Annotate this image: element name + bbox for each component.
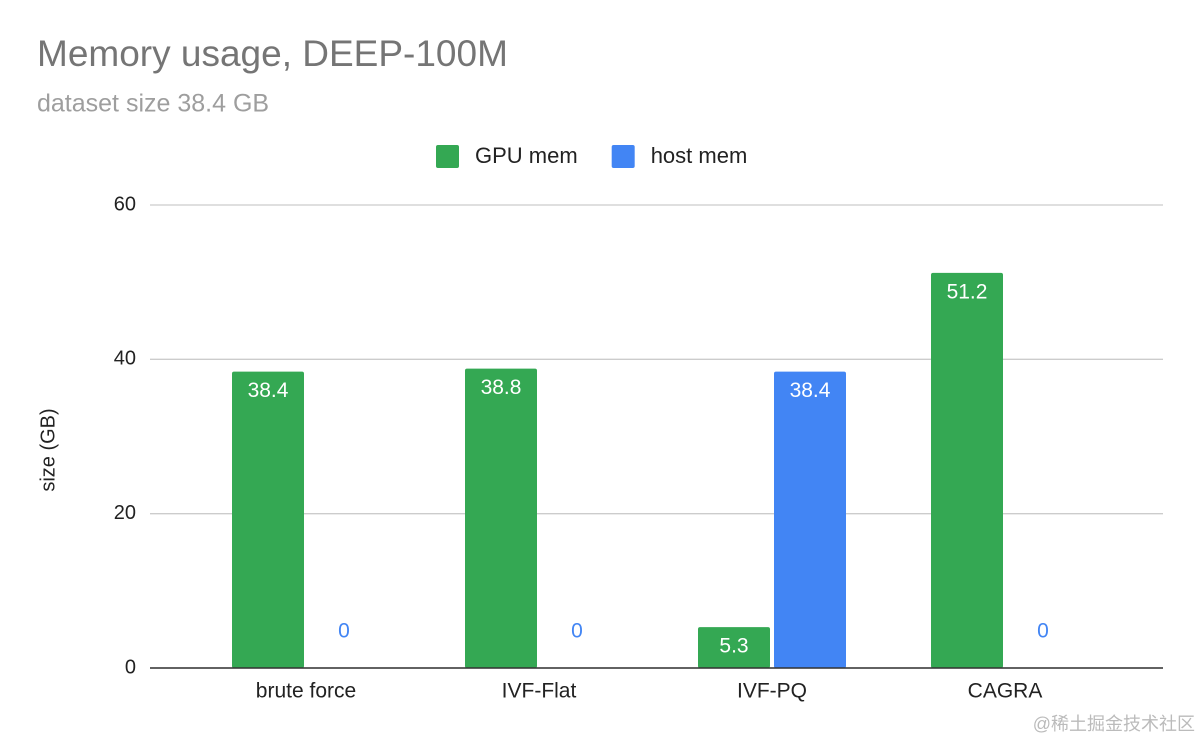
chart-title: Memory usage, DEEP-100M [37,33,508,74]
legend-swatch [611,145,635,168]
bar [465,368,537,668]
legend-label: host mem [651,143,748,168]
value-label: 0 [571,620,583,643]
y-tick-label: 40 [114,348,136,370]
value-label: 51.2 [947,280,988,303]
legend-label: GPU mem [475,143,578,168]
bar [931,272,1003,668]
value-label: 0 [1037,620,1049,643]
x-tick-label: IVF-Flat [502,680,577,703]
y-tick-label: 60 [114,193,136,215]
bar [698,627,770,668]
x-tick-label: brute force [256,680,356,703]
x-tick-label: CAGRA [968,680,1043,703]
value-label: 0 [338,620,350,643]
chart-subtitle: dataset size 38.4 GB [37,90,269,118]
y-tick-label: 20 [114,502,136,524]
x-tick-label: IVF-PQ [737,680,807,703]
value-label: 38.4 [790,379,831,402]
watermark: @稀土掘金技术社区 [1033,714,1195,734]
bar [774,371,846,668]
value-label: 38.4 [248,379,289,402]
value-label: 38.8 [481,376,522,399]
y-tick-label: 0 [125,656,136,678]
value-label: 5.3 [719,635,748,658]
legend-swatch [436,145,459,168]
bar [232,371,304,668]
y-axis-title: size (GB) [37,408,59,491]
